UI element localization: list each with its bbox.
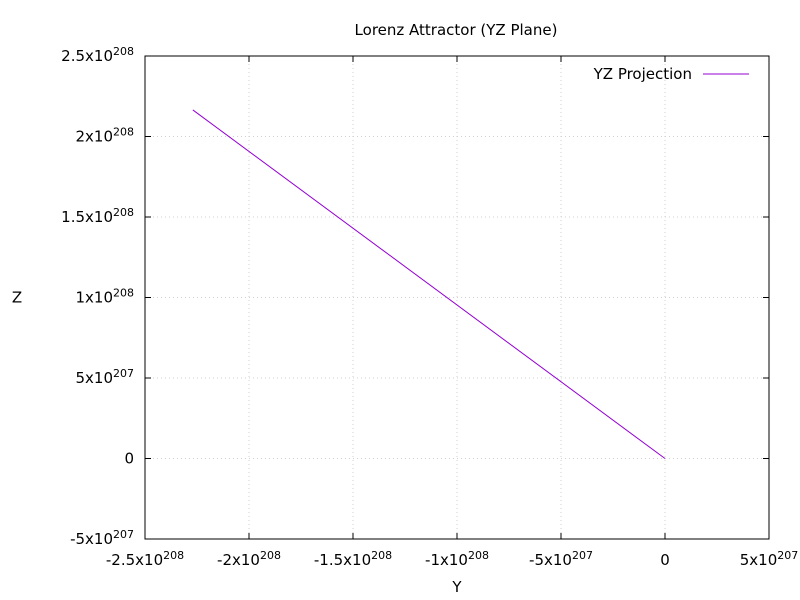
y-tick-label: -5x10207 [70, 528, 134, 548]
legend: YZ Projection [593, 65, 749, 83]
x-tick-label: 0 [660, 551, 670, 569]
x-tick-label: -2x10208 [217, 549, 281, 569]
series-layer [192, 109, 666, 459]
y-tick-label: 1x10208 [75, 287, 134, 307]
y-tick-label: 2x10208 [75, 126, 134, 146]
series-line-yz-projection [192, 109, 666, 459]
x-axis-label: Y [451, 578, 462, 596]
x-tick-label: 5x10207 [740, 549, 799, 569]
y-tick-labels: -5x10207 0 5x10207 1x10208 1.5x10208 2x10208 2… [61, 45, 134, 548]
y-axis-label: Z [12, 289, 22, 307]
y-tick-label: 5x10207 [75, 367, 134, 387]
chart-title: Lorenz Attractor (YZ Plane) [355, 21, 558, 39]
x-tick-label: -1.5x10208 [314, 549, 392, 569]
x-tick-label: -2.5x10208 [106, 549, 184, 569]
grid-lines [145, 56, 769, 539]
x-tick-labels: -2.5x10208 -2x10208 -1.5x10208 -1x10208 -5x1… [106, 549, 798, 569]
legend-label: YZ Projection [593, 65, 692, 83]
y-tick-label: 2.5x10208 [61, 45, 134, 65]
y-tick-label: 0 [124, 450, 134, 468]
x-tick-label: -5x10207 [529, 549, 593, 569]
x-tick-label: -1x10208 [425, 549, 489, 569]
axis-ticks [144, 55, 770, 540]
y-tick-label: 1.5x10208 [61, 206, 134, 226]
